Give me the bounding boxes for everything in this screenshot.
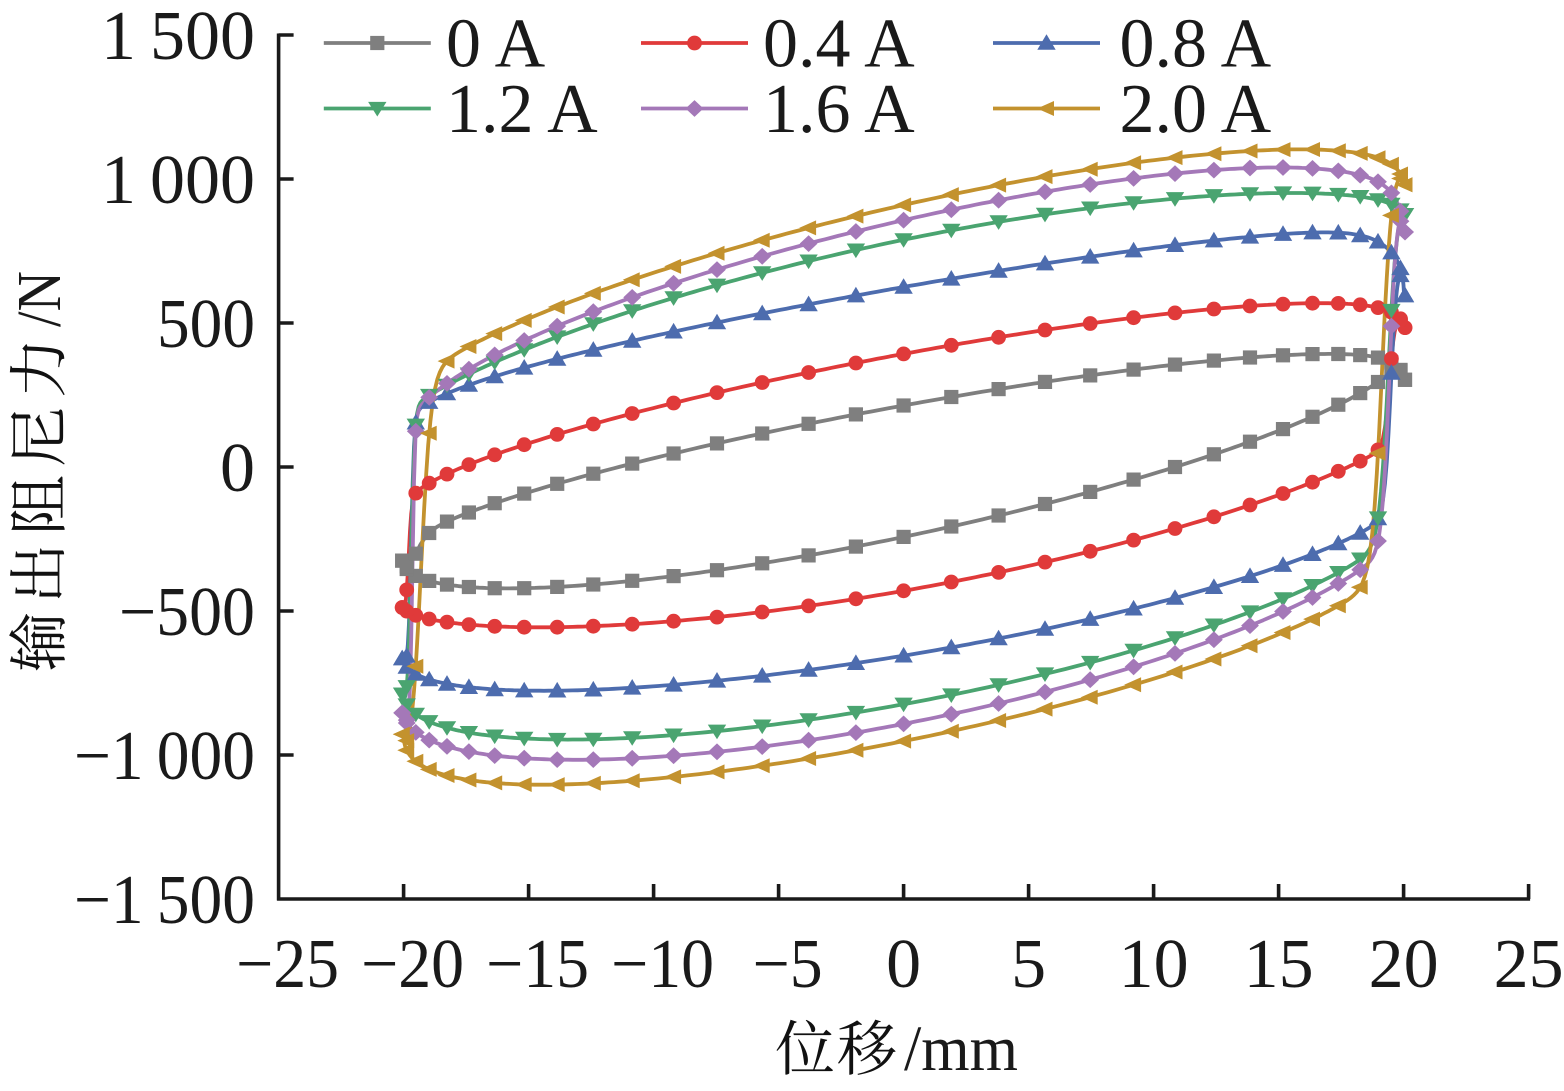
svg-text:−1 500: −1 500: [74, 862, 255, 939]
svg-text:−25: −25: [236, 926, 339, 1003]
svg-text:0.4 A: 0.4 A: [763, 6, 915, 83]
svg-text:/N: /N: [6, 271, 74, 327]
svg-text:−500: −500: [119, 574, 255, 651]
svg-text:20: 20: [1369, 926, 1439, 1003]
svg-text:−10: −10: [611, 926, 714, 1003]
svg-text:−15: −15: [486, 926, 589, 1003]
svg-text:1.6 A: 1.6 A: [763, 71, 915, 148]
svg-text:−5: −5: [753, 926, 823, 1003]
svg-text:25: 25: [1494, 926, 1564, 1003]
svg-text:500: 500: [157, 286, 255, 363]
svg-text:0 A: 0 A: [446, 6, 546, 83]
svg-text:10: 10: [1119, 926, 1189, 1003]
svg-text:0: 0: [220, 430, 255, 507]
svg-text:0.8 A: 0.8 A: [1120, 6, 1272, 83]
svg-text:/mm: /mm: [904, 1013, 1018, 1085]
svg-text:0: 0: [886, 926, 921, 1003]
svg-text:5: 5: [1011, 926, 1046, 1003]
svg-text:15: 15: [1244, 926, 1314, 1003]
svg-text:1.2 A: 1.2 A: [446, 71, 598, 148]
svg-text:−1 000: −1 000: [74, 718, 255, 795]
svg-text:−20: −20: [361, 926, 464, 1003]
svg-text:1 000: 1 000: [101, 142, 255, 219]
svg-text:2.0 A: 2.0 A: [1120, 71, 1272, 148]
svg-text:1 500: 1 500: [101, 0, 255, 75]
